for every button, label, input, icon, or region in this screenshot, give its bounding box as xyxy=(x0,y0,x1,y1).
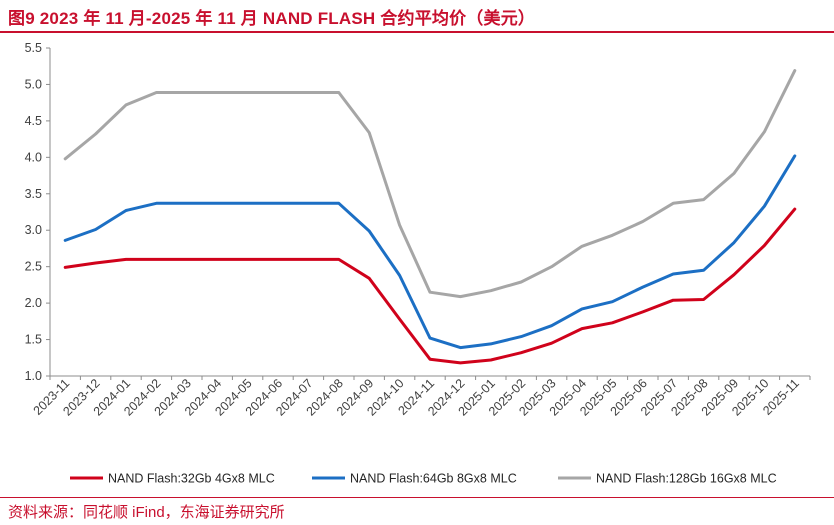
series-line-2 xyxy=(63,154,797,350)
series-line-1 xyxy=(63,207,797,365)
figure-title: 图9 2023 年 11 月-2025 年 11 月 NAND FLASH 合约… xyxy=(8,9,536,28)
series-lines xyxy=(63,69,797,365)
y-tick-label: 5.5 xyxy=(25,41,42,55)
source-note: 资料来源：同花顺 iFind，东海证券研究所 xyxy=(8,504,285,521)
source-divider xyxy=(0,497,834,498)
x-tick-labels: 2023-112023-122024-012024-022024-032024-… xyxy=(31,376,802,418)
legend-label-2: NAND Flash:64Gb 8Gx8 MLC xyxy=(350,472,517,486)
y-tick-label: 4.5 xyxy=(25,114,42,128)
series-line-3 xyxy=(63,69,797,299)
title-divider xyxy=(0,31,834,33)
y-tick-label: 2.5 xyxy=(25,260,42,274)
y-tick-label: 4.0 xyxy=(25,150,42,164)
axes xyxy=(46,47,811,380)
y-tick-label: 1.0 xyxy=(25,369,42,383)
y-tick-label: 3.5 xyxy=(25,187,42,201)
y-tick-label: 2.0 xyxy=(25,296,42,310)
legend-label-1: NAND Flash:32Gb 4Gx8 MLC xyxy=(108,472,275,486)
y-tick-label: 1.5 xyxy=(25,333,42,347)
nand-price-chart: 2023-112023-122024-012024-022024-032024-… xyxy=(25,41,811,486)
legend-label-3: NAND Flash:128Gb 16Gx8 MLC xyxy=(596,472,777,486)
y-tick-labels: 1.0 1.5 2.0 2.5 3.0 3.5 4.0 4.5 5.0 5.5 xyxy=(25,41,42,383)
y-tick-label: 3.0 xyxy=(25,223,42,237)
y-tick-label: 5.0 xyxy=(25,77,42,91)
legend: NAND Flash:32Gb 4Gx8 MLC NAND Flash:64Gb … xyxy=(70,472,777,486)
